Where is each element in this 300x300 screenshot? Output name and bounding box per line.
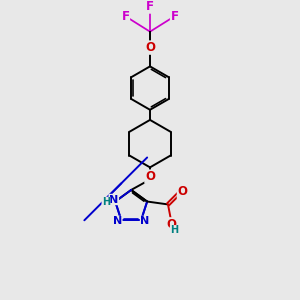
- Text: O: O: [145, 41, 155, 54]
- Text: N: N: [140, 217, 150, 226]
- Text: H: H: [170, 226, 178, 236]
- Text: O: O: [178, 185, 188, 199]
- Text: O: O: [145, 170, 155, 183]
- Text: F: F: [122, 10, 129, 23]
- Text: F: F: [171, 10, 178, 23]
- Text: F: F: [146, 0, 154, 13]
- Text: N: N: [113, 217, 122, 226]
- Text: N: N: [109, 194, 119, 205]
- Text: H: H: [102, 197, 110, 207]
- Text: O: O: [166, 218, 176, 231]
